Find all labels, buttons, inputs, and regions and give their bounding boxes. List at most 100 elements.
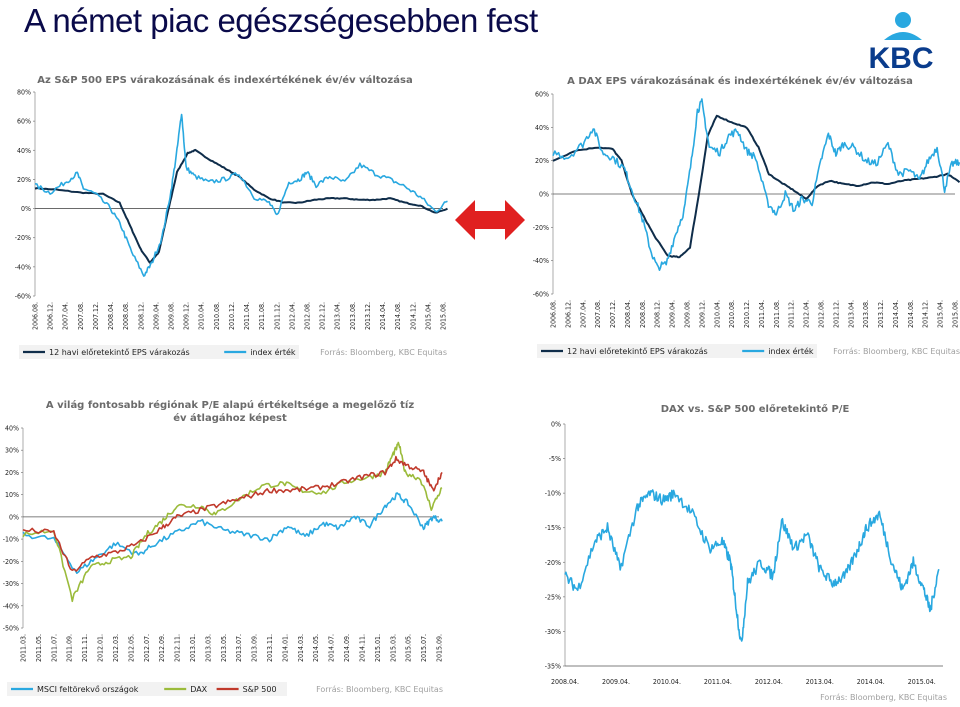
series-line-s-p-500 — [22, 455, 443, 572]
x-tick-label: 2011.03. — [20, 634, 28, 662]
x-tick-label: 2013.08. — [349, 302, 357, 330]
source-label: Forrás: Bloomberg, KBC Equitas — [820, 693, 947, 702]
legend-box — [19, 345, 299, 359]
x-tick-label: 2012.08. — [818, 300, 826, 328]
x-tick-label: 2011.11. — [81, 634, 89, 662]
y-tick-label: 20% — [5, 469, 19, 477]
x-tick-label: 2014.09. — [343, 634, 351, 662]
x-tick-label: 2011.04. — [758, 300, 766, 328]
x-tick-label: 2012.04. — [288, 302, 296, 330]
y-tick-label: 0% — [21, 205, 31, 213]
x-tick-label: 2013.08. — [862, 300, 870, 328]
x-tick-label: 2013.03. — [204, 634, 212, 662]
x-tick-label: 2011.12. — [273, 302, 281, 330]
y-tick-label: 0% — [551, 421, 561, 429]
x-tick-label: 2014.12. — [409, 302, 417, 330]
y-tick-label: 20% — [535, 157, 549, 165]
x-tick-label: 2010.08. — [213, 302, 221, 330]
x-tick-label: 2006.12. — [564, 300, 572, 328]
chart-panel-ratio: DAX vs. S&P 500 előretekintő P/E 0% -5% -10… — [525, 392, 955, 707]
x-tick-label: 2014.01. — [281, 634, 289, 662]
x-tick-label: 2009.08. — [168, 302, 176, 330]
y-tick-label: -20% — [3, 558, 19, 566]
x-tick-label: 2007.04. — [62, 302, 70, 330]
y-tick-label: -35% — [545, 663, 561, 671]
x-tick-label: 2014.05. — [312, 634, 320, 662]
x-tick-label: 2008.04. — [107, 302, 115, 330]
source-label: Forrás: Bloomberg, KBC Equitas — [316, 685, 443, 694]
x-tick-label: 2010.04. — [713, 300, 721, 328]
x-tick-label: 2009.08. — [684, 300, 692, 328]
x-tick-label: 2010.12. — [743, 300, 751, 328]
y-tick-label: 30% — [5, 447, 19, 455]
x-tick-label: 2010.04. — [653, 678, 681, 686]
x-tick-label: 2011.04. — [243, 302, 251, 330]
x-tick-label: 2007.08. — [594, 300, 602, 328]
x-tick-label: 2012.05. — [127, 634, 135, 662]
x-tick-label: 2009.04. — [152, 302, 160, 330]
x-tick-label: 2009.12. — [183, 302, 191, 330]
y-tick-label: -40% — [3, 602, 19, 610]
y-tick-label: 40% — [17, 147, 31, 155]
y-tick-label: -30% — [545, 628, 561, 636]
x-tick-label: 2007.12. — [92, 302, 100, 330]
x-tick-label: 2013.12. — [364, 302, 372, 330]
x-tick-label: 2012.01. — [97, 634, 105, 662]
x-tick-label: 2013.12. — [877, 300, 885, 328]
x-tick-label: 2010.12. — [228, 302, 236, 330]
x-tick-label: 2011.04. — [704, 678, 732, 686]
x-tick-label: 2015.04. — [908, 678, 936, 686]
chart-sp500: Az S&P 500 EPS várakozásának és indexért… — [15, 74, 448, 359]
x-tick-label: 2015.05. — [405, 634, 413, 662]
chart-title: A világ fontosabb régiónak P/E alapú ért… — [46, 399, 414, 411]
series-line-msci-felt-rekv-orsz-gok — [22, 492, 443, 574]
slide-title: A német piac egészségesebben fest — [24, 2, 538, 39]
x-tick-label: 2015.04. — [424, 302, 432, 330]
x-tick-label: 2009.04. — [669, 300, 677, 328]
y-tick-label: 0% — [9, 513, 19, 521]
series-line-12-havi-el-retekint-eps-v-rakoz-s — [34, 148, 448, 264]
y-tick-label: -30% — [3, 580, 19, 588]
series-line-dax — [22, 441, 443, 603]
x-tick-label: 2014.07. — [328, 634, 336, 662]
series-line-12-havi-el-retekint-eps-v-rakoz-s — [552, 114, 960, 259]
x-tick-label: 2013.07. — [235, 634, 243, 662]
y-tick-label: -25% — [545, 593, 561, 601]
x-tick-label: 2012.11. — [174, 634, 182, 662]
y-tick-label: 0% — [539, 191, 549, 199]
y-tick-label: -10% — [545, 490, 561, 498]
kbc-logo: KBC — [869, 12, 934, 72]
x-tick-label: 2014.03. — [297, 634, 305, 662]
x-tick-label: 2013.09. — [251, 634, 259, 662]
y-tick-label: 60% — [535, 91, 549, 99]
x-tick-label: 2015.07. — [420, 634, 428, 662]
y-tick-label: -20% — [545, 559, 561, 567]
x-tick-label: 2015.08. — [440, 302, 448, 330]
x-tick-label: 2013.04. — [334, 302, 342, 330]
chart-ratio: DAX vs. S&P 500 előretekintő P/E 0% -5% -10… — [545, 403, 947, 702]
x-tick-label: 2014.04. — [892, 300, 900, 328]
y-tick-label: 80% — [17, 89, 31, 97]
x-tick-label: 2012.04. — [803, 300, 811, 328]
y-tick-label: -20% — [15, 234, 31, 242]
x-tick-label: 2007.12. — [609, 300, 617, 328]
x-tick-label: 2015.01. — [374, 634, 382, 662]
x-tick-label: 2015.03. — [389, 634, 397, 662]
legend-label: DAX — [190, 685, 207, 694]
x-tick-label: 2009.12. — [698, 300, 706, 328]
x-tick-label: 2008.08. — [639, 300, 647, 328]
y-tick-label: -40% — [15, 263, 31, 271]
x-tick-label: 2013.01. — [189, 634, 197, 662]
y-tick-label: -5% — [549, 455, 561, 463]
source-label: Forrás: Bloomberg, KBC Equitas — [833, 347, 960, 356]
x-tick-label: 2008.04. — [551, 678, 579, 686]
chart-title: DAX vs. S&P 500 előretekintő P/E — [661, 403, 850, 415]
chart-title: A DAX EPS várakozásának és indexértékéne… — [567, 75, 913, 87]
legend-label: 12 havi előretekintő EPS várakozás — [49, 348, 190, 357]
chart-panel-dax: A DAX EPS várakozásának és indexértékéne… — [520, 70, 960, 365]
x-tick-label: 2011.08. — [258, 302, 266, 330]
y-tick-label: 10% — [5, 491, 19, 499]
x-tick-label: 2010.04. — [198, 302, 206, 330]
series-line-index-rt-k — [34, 113, 448, 277]
legend-label: S&P 500 — [243, 685, 277, 694]
